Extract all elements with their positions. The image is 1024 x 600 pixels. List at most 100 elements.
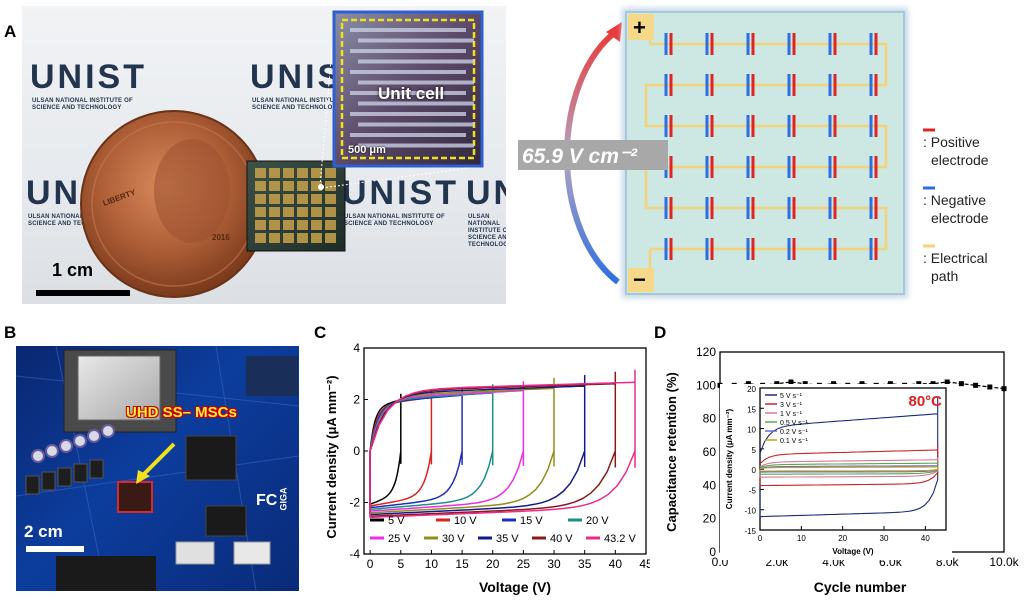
legend-path-line2: path xyxy=(931,268,958,284)
chip-cell xyxy=(269,168,280,178)
negative-terminal xyxy=(628,268,654,292)
chip-cell xyxy=(255,220,266,230)
legend-negative-line2: electrode xyxy=(931,210,989,226)
y-tick-label: -2 xyxy=(349,496,360,510)
y-tick-label: -10 xyxy=(744,507,756,516)
y-tick-label: -5 xyxy=(749,486,757,495)
chip-cell xyxy=(297,207,308,217)
legend-label: 15 V xyxy=(520,515,543,527)
x-tick-label: 35 xyxy=(578,557,592,571)
chip-cell xyxy=(283,168,294,178)
legend-label: 40 V xyxy=(550,533,573,545)
chip-cell xyxy=(283,194,294,204)
callout-arrow xyxy=(140,442,176,478)
voltage-density-label: 65.9 V cm⁻² xyxy=(522,145,638,168)
x-tick-label: 20 xyxy=(486,557,500,571)
legend-label: 10 V xyxy=(454,515,477,527)
retention-point xyxy=(831,381,837,387)
retention-point xyxy=(958,381,964,387)
photo-overlay: LIBERTY 2016 xyxy=(36,10,484,298)
electrode-finger xyxy=(358,122,474,127)
unist-logo: UNIST xyxy=(342,174,459,212)
schematic-legend: : Positive electrode : Negative electrod… xyxy=(923,128,989,284)
y-tick-label: 0 xyxy=(752,466,757,475)
positive-terminal xyxy=(628,14,654,40)
capacitor xyxy=(31,449,45,463)
x-tick-label: 10.0k xyxy=(989,555,1019,569)
y-tick-label: 15 xyxy=(747,405,756,414)
y-tick-label: -15 xyxy=(744,527,756,536)
electrode-finger xyxy=(358,80,474,85)
x-tick-label: 5 xyxy=(397,557,404,571)
y-tick-label: 10 xyxy=(747,426,756,435)
mounted-device xyxy=(117,481,153,513)
x-tick-label: 40 xyxy=(609,557,623,571)
chip-cell xyxy=(255,168,266,178)
retention-point xyxy=(887,381,893,387)
panel-letter-a: A xyxy=(4,22,17,41)
x-tick-label: 10 xyxy=(425,557,439,571)
unit-cell-label: Unit cell xyxy=(378,84,445,103)
chip-cell xyxy=(283,233,294,243)
retention-point xyxy=(916,381,922,387)
legend-label: 35 V xyxy=(496,533,519,545)
y-tick-label: 4 xyxy=(353,341,360,355)
chip-cell xyxy=(297,233,308,243)
x-tick-label: 30 xyxy=(880,534,889,543)
cv-curve xyxy=(369,371,617,517)
inset-cv-curve xyxy=(759,466,939,472)
retention-point xyxy=(944,379,950,385)
retention-point xyxy=(987,384,993,390)
electrode-finger xyxy=(350,133,466,137)
y-tick-label: 0 xyxy=(709,545,716,559)
retention-point xyxy=(788,379,794,385)
chip-cell xyxy=(311,220,322,230)
legend-positive-line1: : Positive xyxy=(923,134,980,150)
y-tick-label: 120 xyxy=(696,345,716,359)
cv-chart: 0 5 10 15 20 25 30 35 40 45 -4 -2 0 2 4 5 V 10 V 15 V 20 V… xyxy=(324,341,650,595)
retention-point xyxy=(973,382,979,388)
legend-label: 30 V xyxy=(442,533,465,545)
chip-cell xyxy=(269,207,280,217)
chip-cell xyxy=(325,207,336,217)
chip-cell xyxy=(255,233,266,243)
temperature-label: 80°C xyxy=(908,393,942,410)
inset-legend-label: 0.2 V s⁻¹ xyxy=(780,429,808,436)
x-tick-label: 25 xyxy=(517,557,531,571)
inset-legend-label: 3 V s⁻¹ xyxy=(780,402,803,409)
chart-d-ylabel: Capacitance retention (%) xyxy=(664,372,679,532)
retention-point xyxy=(859,381,865,387)
x-tick-label: 45 xyxy=(639,557,650,571)
cv-curve xyxy=(369,369,636,519)
x-tick-label: 20 xyxy=(838,534,847,543)
electrode-finger xyxy=(358,143,474,148)
chip-cell xyxy=(297,220,308,230)
chip-cell xyxy=(325,168,336,178)
panel-letter-c: C xyxy=(314,323,327,342)
retention-point xyxy=(1001,386,1007,392)
legend-negative-line1: : Negative xyxy=(923,192,986,208)
capacitor xyxy=(101,424,115,438)
inset-cv-curve xyxy=(759,397,939,518)
chip-cell xyxy=(325,194,336,204)
cv-curve xyxy=(369,378,555,514)
cv-curve xyxy=(369,387,463,509)
coin-year: 2016 xyxy=(212,233,230,242)
scale-bar-label: 1 cm xyxy=(52,260,94,280)
chip-cell xyxy=(325,220,336,230)
cv-curve xyxy=(369,384,494,511)
chip-cell xyxy=(311,194,322,204)
inductor xyxy=(73,463,88,483)
capacitor xyxy=(59,439,73,453)
y-tick-label: 40 xyxy=(703,478,717,492)
chip-cell xyxy=(255,194,266,204)
unit-cell-inset xyxy=(332,10,484,168)
retention-chart: 0.0 2.0k 4.0k 6.0k 8.0k 10.0k0204060801001200… xyxy=(664,345,1020,595)
electrode-finger xyxy=(358,101,474,106)
chip-cell xyxy=(255,181,266,191)
retention-point xyxy=(802,381,808,387)
inductor xyxy=(41,471,56,491)
